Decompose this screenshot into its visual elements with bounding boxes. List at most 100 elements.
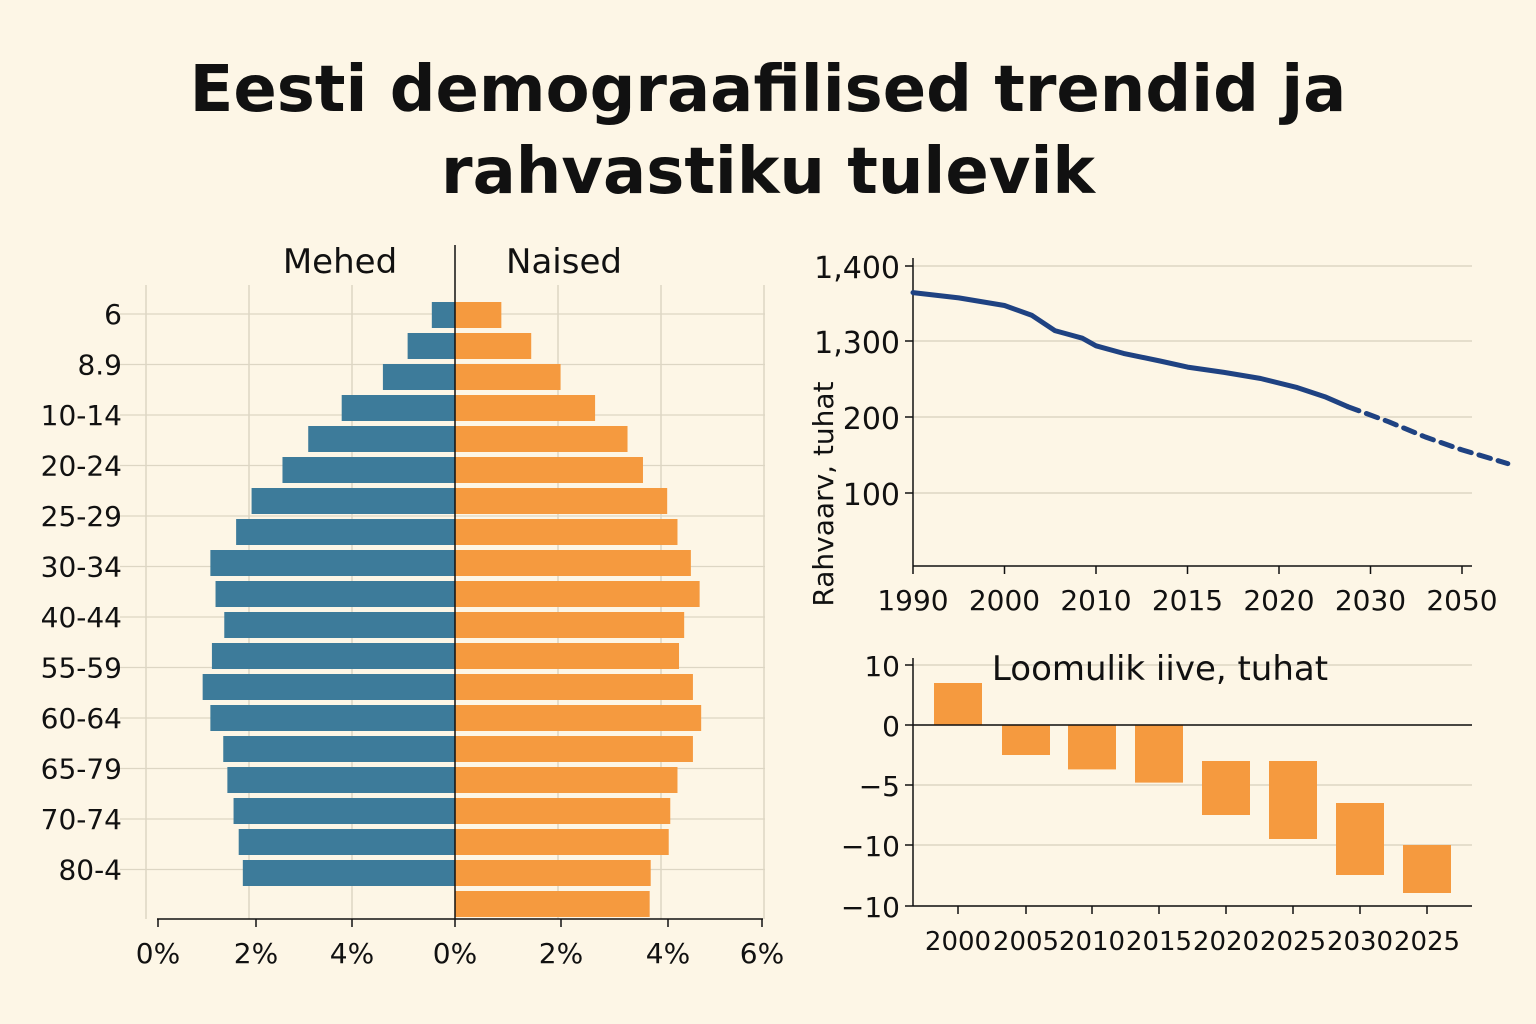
pyramid-bar-men — [308, 426, 455, 452]
natural-increase-bar — [1403, 845, 1451, 893]
pyramid-age-label: 20-24 — [41, 450, 122, 483]
bar-chart-y-tick-label: −10 — [841, 891, 900, 924]
natural-increase-bar — [1135, 725, 1183, 783]
pyramid-age-label: 65-79 — [41, 753, 122, 786]
line-chart-y-tick-label: 100 — [843, 478, 900, 513]
pyramid-men-label: Mehed — [283, 242, 397, 282]
pyramid-bar-men — [210, 705, 455, 731]
page-title-line-1: Eesti demograafilised trendid ja — [189, 53, 1347, 127]
pyramid-bar-women — [455, 643, 680, 669]
bar-chart-y-tick-label: −5 — [859, 770, 900, 803]
pyramid-women-label: Naised — [506, 242, 622, 282]
bar-chart-x-tick-label: 2030 — [1327, 927, 1393, 957]
line-chart-y-tick-label: 1,400 — [814, 251, 900, 286]
line-chart-x-tick-label: 2050 — [1426, 584, 1497, 617]
pyramid-bar-men — [251, 488, 455, 514]
line-chart-x-tick-label: 2015 — [1152, 584, 1223, 617]
pyramid-age-label: 30-34 — [41, 551, 122, 584]
pyramid-age-label: 40-44 — [41, 601, 122, 634]
pyramid-bar-women — [455, 302, 502, 328]
pyramid-bar-women — [455, 364, 561, 390]
pyramid-x-tick-label: 2% — [234, 937, 278, 970]
pyramid-bar-men — [282, 457, 455, 483]
pyramid-bar-women — [455, 333, 532, 359]
pyramid-bar-women — [455, 705, 702, 731]
pyramid-bar-women — [455, 488, 668, 514]
pyramid-x-tick-label: 4% — [646, 937, 690, 970]
line-chart-x-tick-label: 2030 — [1335, 584, 1406, 617]
pyramid-x-tick-label: 0% — [136, 937, 180, 970]
line-chart-x-tick-label: 1990 — [877, 584, 948, 617]
pyramid-bar-men — [431, 302, 455, 328]
natural-increase-bar — [1202, 761, 1250, 815]
pyramid-bar-women — [455, 426, 628, 452]
pyramid-bar-women — [455, 736, 693, 762]
line-chart-y-axis-label: Rahvaarv, tuhat — [807, 381, 840, 606]
pyramid-bar-women — [455, 860, 651, 886]
bar-chart-x-tick-label: 2020 — [1193, 927, 1259, 957]
pyramid-bar-men — [215, 581, 455, 607]
bar-chart-y-tick-label: 10 — [864, 650, 900, 683]
pyramid-bar-men — [211, 643, 455, 669]
bar-chart-x-tick-label: 2010 — [1059, 927, 1125, 957]
bar-chart-x-tick-label: 2025 — [1260, 927, 1326, 957]
pyramid-bar-women — [455, 457, 643, 483]
pyramid-bar-men — [227, 767, 455, 793]
natural-increase-bar — [1068, 725, 1116, 770]
pyramid-bar-women — [455, 829, 669, 855]
pyramid-bar-men — [382, 364, 455, 390]
natural-increase-bar — [1269, 761, 1317, 839]
pyramid-bar-women — [455, 674, 693, 700]
pyramid-x-tick-label: 4% — [330, 937, 374, 970]
natural-increase-bar — [1336, 803, 1384, 875]
natural-increase-bar — [934, 683, 982, 725]
pyramid-age-label: 55-59 — [41, 652, 122, 685]
pyramid-age-label: 60-64 — [41, 702, 122, 735]
bar-chart-x-tick-label: 2015 — [1126, 927, 1192, 957]
population-projection-line — [1345, 404, 1511, 467]
pyramid-age-label: 70-74 — [41, 803, 122, 836]
pyramid-age-label: 6 — [104, 298, 122, 331]
pyramid-bar-women — [455, 891, 650, 917]
pyramid-age-label: 8.9 — [77, 349, 122, 382]
pyramid-bar-men — [242, 860, 455, 886]
line-chart-x-tick-label: 2020 — [1243, 584, 1314, 617]
pyramid-bar-men — [233, 798, 455, 824]
pyramid-bar-men — [224, 612, 455, 638]
population-pyramid-chart: 0% 2% 4% 0% 2% 4% 6% 6 8.9 10-14 20-24 25-29 30-34 40… — [41, 242, 785, 970]
line-chart-x-tick-label: 2000 — [969, 584, 1040, 617]
bar-chart-x-tick-label: 2000 — [925, 927, 991, 957]
pyramid-bar-men — [210, 550, 455, 576]
pyramid-bar-men — [223, 736, 455, 762]
pyramid-bar-men — [238, 829, 455, 855]
population-line — [910, 290, 1351, 410]
pyramid-bar-women — [455, 612, 685, 638]
bar-chart-x-tick-label: 2005 — [993, 927, 1059, 957]
pyramid-bar-men — [341, 395, 455, 421]
pyramid-age-label: 80-4 — [58, 854, 122, 887]
pyramid-x-tick-label: 0% — [433, 937, 477, 970]
pyramid-x-tick-label: 6% — [740, 937, 784, 970]
line-chart-x-tick-label: 2010 — [1060, 584, 1131, 617]
pyramid-age-label: 10-14 — [41, 399, 122, 432]
pyramid-bar-women — [455, 798, 671, 824]
bar-chart-y-tick-label: −10 — [841, 830, 900, 863]
line-chart-y-tick-label: 1,300 — [814, 326, 900, 361]
natural-increase-bar — [1002, 725, 1050, 755]
pyramid-bar-women — [455, 395, 596, 421]
pyramid-bar-men — [202, 674, 455, 700]
bar-chart-y-tick-label: 0 — [882, 710, 900, 743]
bar-chart-title: Loomulik iive, tuhat — [992, 649, 1328, 689]
pyramid-bar-men — [236, 519, 455, 545]
pyramid-bar-women — [455, 581, 700, 607]
pyramid-bar-women — [455, 550, 691, 576]
pyramid-bar-women — [455, 519, 678, 545]
pyramid-bar-women — [455, 767, 678, 793]
pyramid-x-tick-label: 2% — [539, 937, 583, 970]
line-chart-y-tick-label: 200 — [843, 402, 900, 437]
pyramid-bar-men — [407, 333, 455, 359]
page-title-line-2: rahvastiku tulevik — [441, 135, 1095, 209]
